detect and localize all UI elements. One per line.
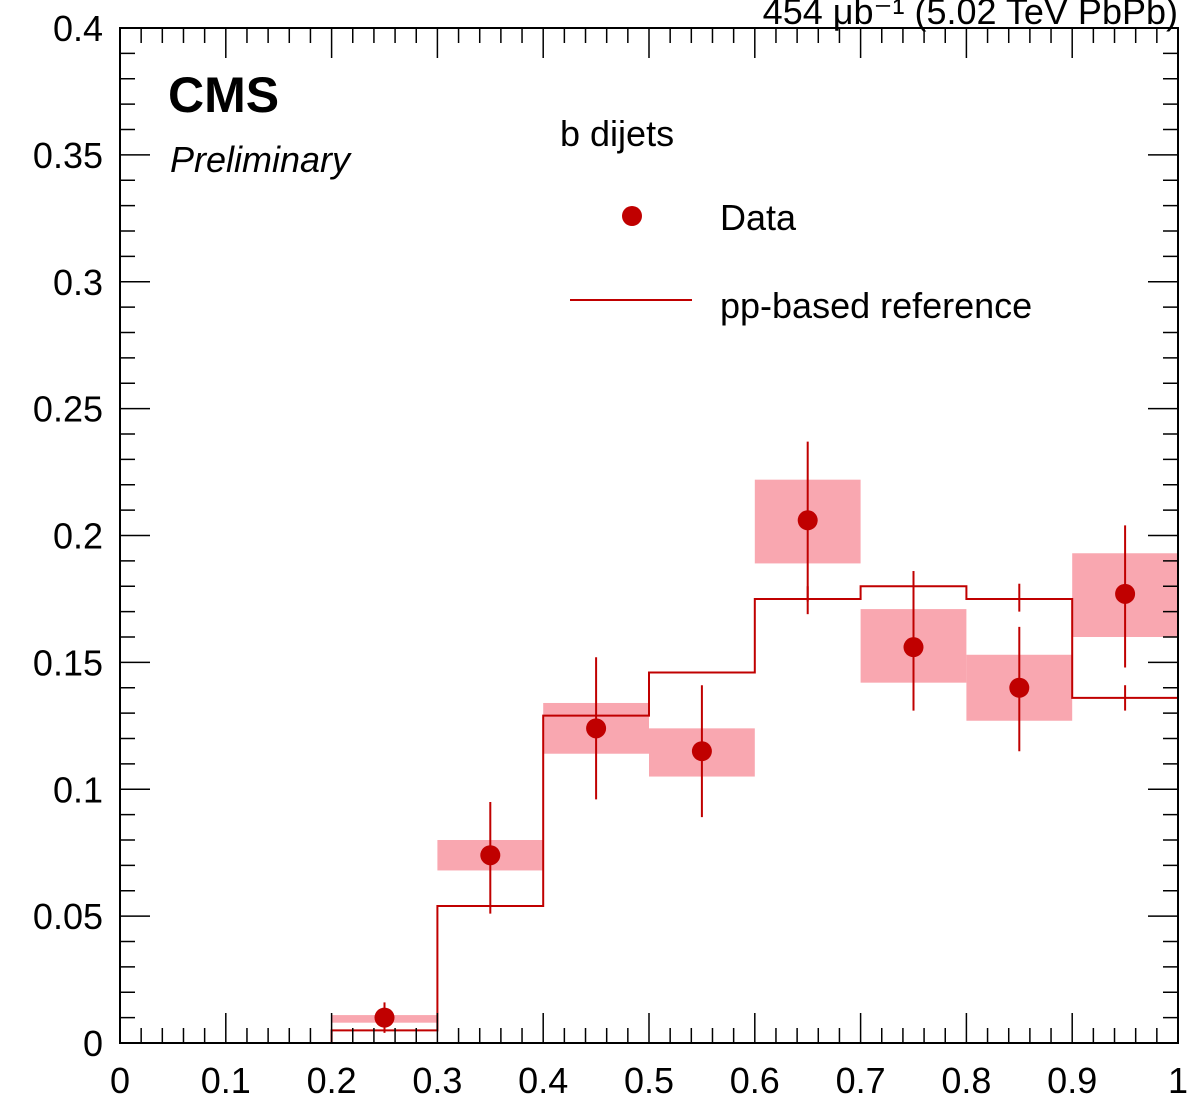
data-point — [480, 845, 501, 866]
luminosity-label: 454 μb⁻¹ (5.02 TeV PbPb) — [763, 0, 1178, 32]
data-point — [1009, 677, 1030, 698]
data-points — [374, 441, 1136, 1033]
legend-data-marker — [622, 206, 642, 226]
y-tick-label: 0.05 — [33, 896, 103, 937]
x-tick-label: 0.9 — [1047, 1060, 1097, 1100]
y-tick-label: 0.35 — [33, 135, 103, 176]
y-tick-label: 0.15 — [33, 642, 103, 683]
x-tick-label: 1 — [1168, 1060, 1188, 1100]
y-tick-label: 0.3 — [53, 262, 103, 303]
data-point — [374, 1007, 395, 1028]
systematic-uncertainty-boxes — [331, 479, 1178, 1023]
y-tick-label: 0 — [83, 1023, 103, 1064]
axis-tick-labels: 0 0.1 0.2 0.3 0.4 0.5 0.6 0.7 0.8 0.9 1 0 0.05 0.1 0.1… — [33, 8, 1188, 1100]
x-tick-label: 0.7 — [836, 1060, 886, 1100]
legend-title: b dijets — [560, 113, 674, 154]
x-tick-label: 0.2 — [307, 1060, 357, 1100]
data-point — [1115, 583, 1136, 604]
x-tick-label: 0.5 — [624, 1060, 674, 1100]
y-tick-label: 0.25 — [33, 389, 103, 430]
x-tick-label: 0 — [110, 1060, 130, 1100]
axis-ticks — [119, 27, 1179, 1044]
x-tick-label: 0.8 — [941, 1060, 991, 1100]
data-point — [797, 510, 818, 531]
legend-reference-label: pp-based reference — [720, 285, 1032, 326]
legend: b dijets Data pp-based reference — [560, 113, 1032, 326]
data-point — [903, 637, 924, 658]
data-point — [586, 718, 607, 739]
data-point — [691, 741, 712, 762]
legend-data-label: Data — [720, 197, 797, 238]
y-tick-label: 0.1 — [53, 769, 103, 810]
y-tick-label: 0.4 — [53, 8, 103, 49]
cms-label: CMS — [168, 67, 279, 123]
x-tick-label: 0.4 — [518, 1060, 568, 1100]
x-tick-label: 0.3 — [412, 1060, 462, 1100]
preliminary-label: Preliminary — [170, 139, 352, 180]
y-tick-label: 0.2 — [53, 516, 103, 557]
x-tick-label: 0.6 — [730, 1060, 780, 1100]
plot-frame — [119, 27, 1179, 1044]
x-tick-label: 0.1 — [201, 1060, 251, 1100]
